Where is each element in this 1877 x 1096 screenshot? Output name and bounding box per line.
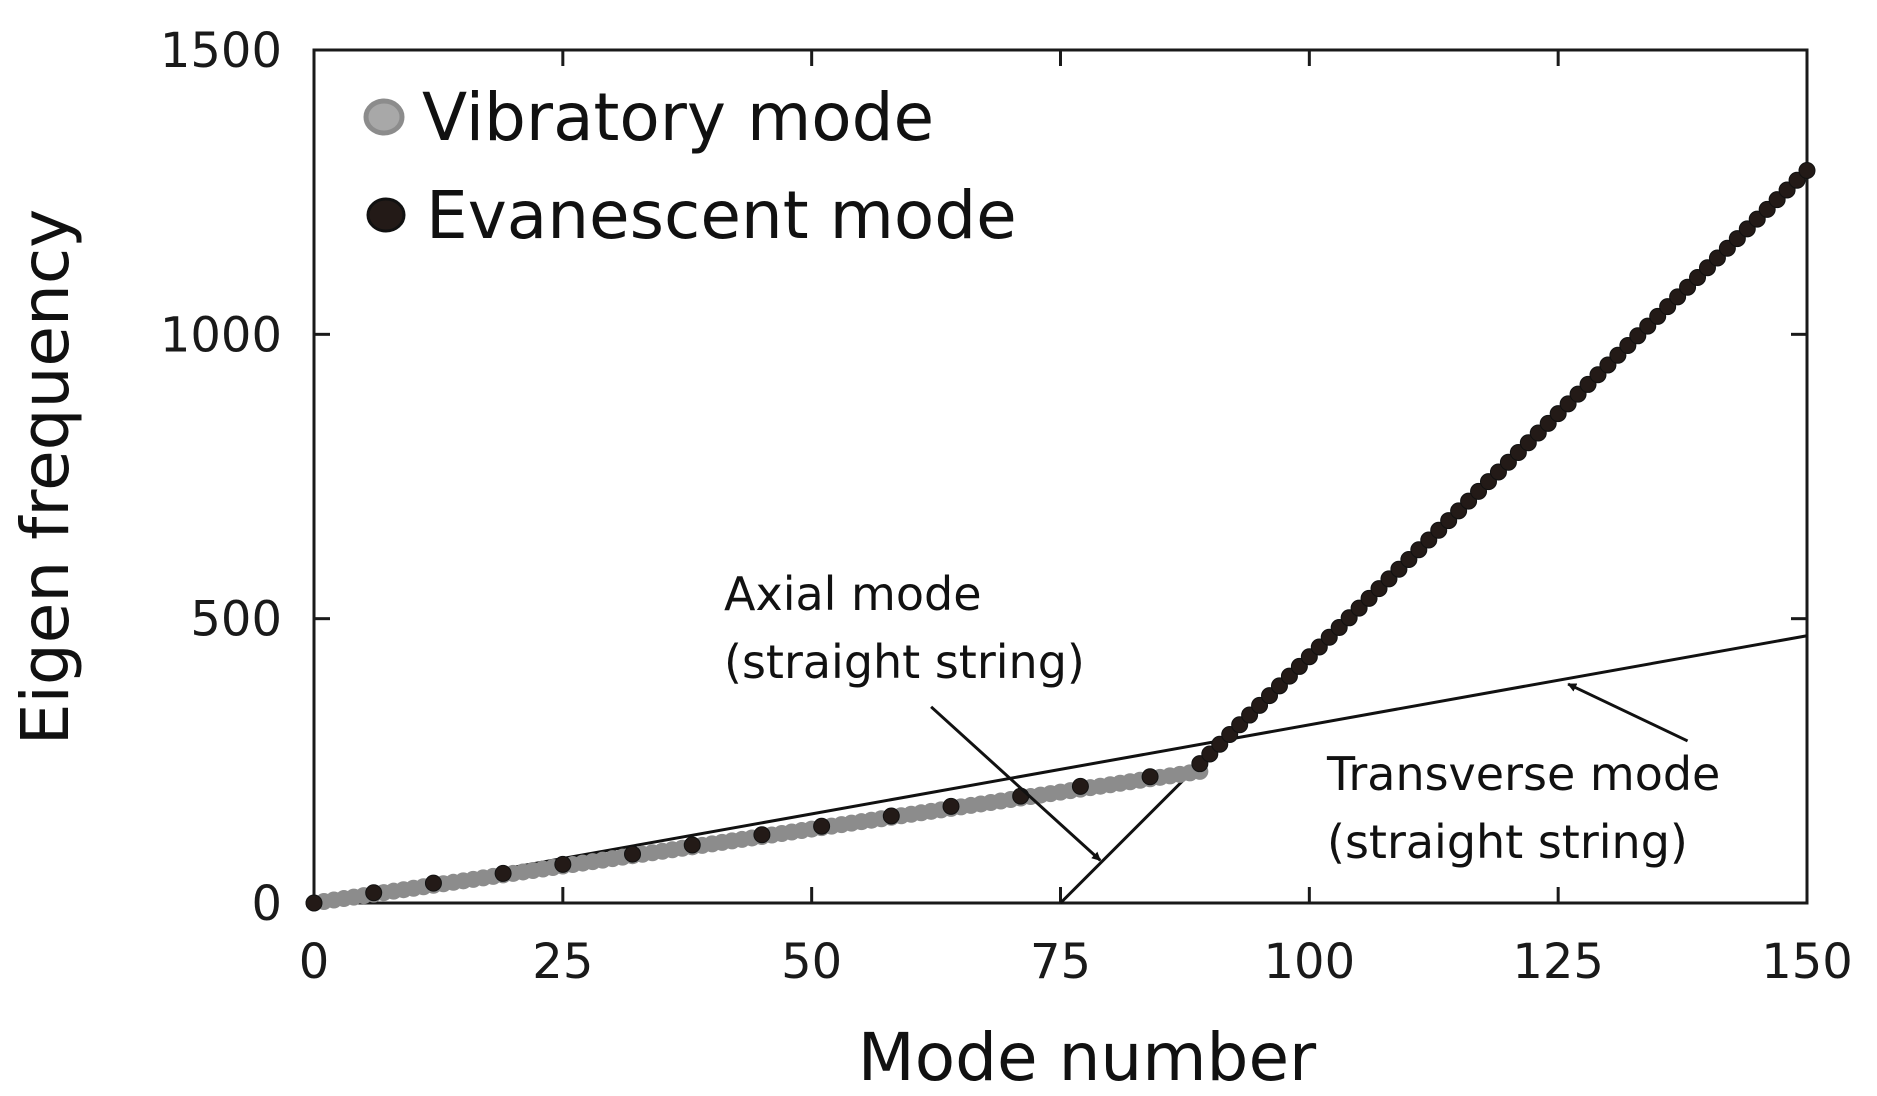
legend-item-evanescent: Evanescent mode <box>366 177 1017 254</box>
x-tick-label: 50 <box>781 934 842 990</box>
evanescent-point <box>554 855 572 873</box>
y-tick-label: 1500 <box>160 23 282 79</box>
evanescent-point <box>813 817 831 835</box>
legend: Vibratory mode Evanescent mode <box>363 79 1017 254</box>
x-tick-label: 0 <box>299 934 330 990</box>
data-series <box>305 162 1816 912</box>
evanescent-point <box>365 884 383 902</box>
x-tick-label: 125 <box>1512 934 1604 990</box>
evanescent-point <box>942 797 960 815</box>
legend-label-vibratory: Vibratory mode <box>422 79 934 156</box>
x-tick-label: 100 <box>1264 934 1356 990</box>
x-tick-label: 150 <box>1761 934 1853 990</box>
evanescent-point <box>424 874 442 892</box>
evanescent-point <box>624 845 642 863</box>
annotation-axial: Axial mode (straight string) <box>724 567 1102 862</box>
evanescent-point <box>753 826 771 844</box>
evanescent-point <box>1141 768 1159 786</box>
series-2 <box>1191 162 1816 773</box>
axial-mode-line <box>1059 762 1201 905</box>
legend-marker-evanescent <box>366 197 406 233</box>
annotation-transverse-line2: (straight string) <box>1327 815 1688 869</box>
evanescent-point <box>683 836 701 854</box>
annotation-transverse-arrow <box>1567 682 1689 743</box>
y-tick-label: 500 <box>190 592 282 648</box>
evanescent-point <box>1012 787 1030 805</box>
x-tick-label: 25 <box>532 934 593 990</box>
annotation-axial-line2: (straight string) <box>724 635 1085 689</box>
legend-marker-vibratory <box>363 98 405 136</box>
evanescent-point <box>882 807 900 825</box>
y-tick-label: 1000 <box>160 307 282 363</box>
evanescent-point <box>494 864 512 882</box>
evanescent-point <box>1798 162 1816 179</box>
evanescent-point <box>305 894 323 912</box>
x-axis-title: Mode number <box>858 1019 1317 1096</box>
series-1 <box>305 768 1159 912</box>
annotation-axial-line1: Axial mode <box>724 567 982 621</box>
y-tick-label: 0 <box>251 876 282 932</box>
y-axis-title: Eigen frequency <box>7 209 84 745</box>
legend-label-evanescent: Evanescent mode <box>426 177 1017 254</box>
annotation-transverse-line1: Transverse mode <box>1326 747 1720 801</box>
x-tick-label: 75 <box>1030 934 1091 990</box>
evanescent-point <box>1071 777 1089 795</box>
annotation-transverse: Transverse mode (straight string) <box>1326 682 1720 869</box>
annotation-axial-arrow <box>930 705 1102 862</box>
legend-item-vibratory: Vibratory mode <box>363 79 934 156</box>
